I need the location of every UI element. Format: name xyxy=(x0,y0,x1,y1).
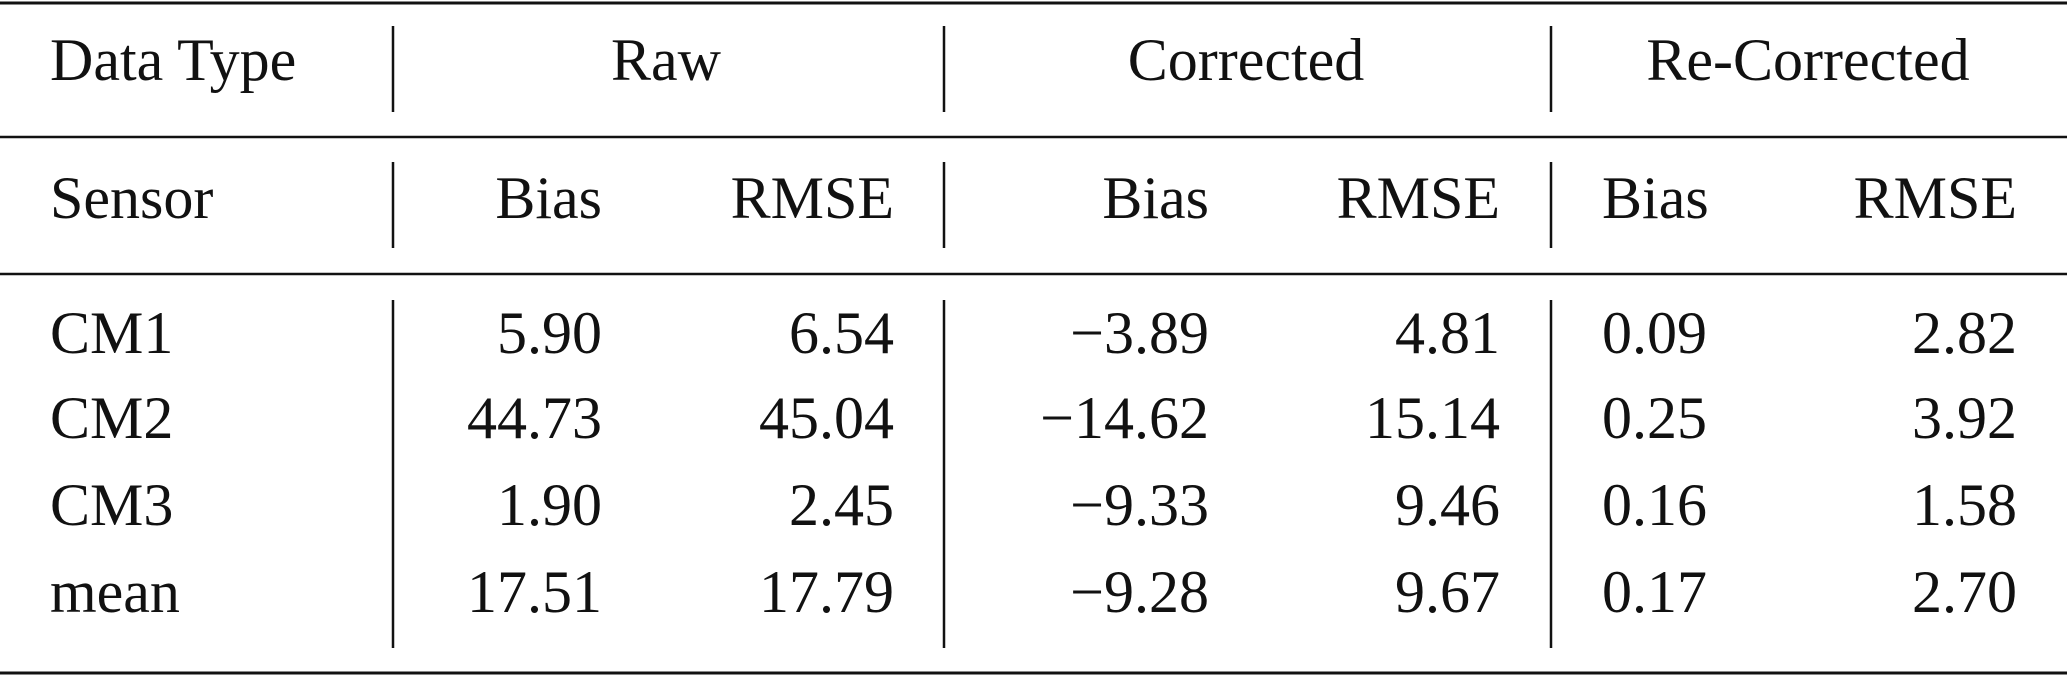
header-label: Data Type xyxy=(50,27,296,93)
column-header: Bias xyxy=(1602,165,1709,231)
column-header: RMSE xyxy=(1854,165,2017,231)
group-header: Corrected xyxy=(1128,27,1365,93)
cell: 44.73 xyxy=(467,385,602,451)
row-label: mean xyxy=(50,559,180,625)
cell: 3.92 xyxy=(1912,385,2017,451)
cell: −9.33 xyxy=(1070,472,1209,538)
column-header: RMSE xyxy=(731,165,894,231)
cell: 2.82 xyxy=(1912,300,2017,366)
cell: 17.51 xyxy=(467,559,602,625)
cell: 1.58 xyxy=(1912,472,2017,538)
group-header: Raw xyxy=(611,27,722,93)
subheader-label: Sensor xyxy=(50,165,213,231)
cell: 0.25 xyxy=(1602,385,1707,451)
cell: 0.16 xyxy=(1602,472,1707,538)
cell: 9.67 xyxy=(1395,559,1500,625)
cell: 0.17 xyxy=(1602,559,1707,625)
cell: 4.81 xyxy=(1395,300,1500,366)
column-header: RMSE xyxy=(1337,165,1500,231)
cell: 9.46 xyxy=(1395,472,1500,538)
row-label: CM2 xyxy=(50,385,173,451)
cell: 0.09 xyxy=(1602,300,1707,366)
cell: 17.79 xyxy=(759,559,894,625)
column-header: Bias xyxy=(495,165,602,231)
cell: −9.28 xyxy=(1070,559,1209,625)
cell: 2.70 xyxy=(1912,559,2017,625)
cell: 15.14 xyxy=(1365,385,1500,451)
row-label: CM1 xyxy=(50,300,173,366)
group-header: Re-Corrected xyxy=(1646,27,1969,93)
cell: 6.54 xyxy=(789,300,894,366)
column-separators xyxy=(391,26,1553,648)
cell: 5.90 xyxy=(497,300,602,366)
cell: −3.89 xyxy=(1070,300,1209,366)
cell: 1.90 xyxy=(497,472,602,538)
row-label: CM3 xyxy=(50,472,173,538)
cell: −14.62 xyxy=(1040,385,1209,451)
column-header: Bias xyxy=(1102,165,1209,231)
cell: 45.04 xyxy=(759,385,894,451)
cell: 2.45 xyxy=(789,472,894,538)
